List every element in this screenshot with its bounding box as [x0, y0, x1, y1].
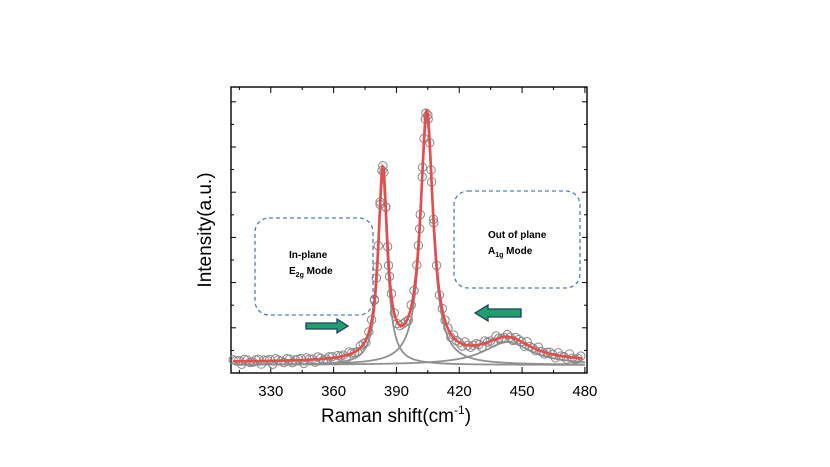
- x-tick-label: 390: [384, 383, 409, 400]
- component-curve: [235, 176, 585, 366]
- data-point: [576, 351, 586, 361]
- data-point: [287, 358, 298, 368]
- component-curve: [235, 118, 585, 366]
- x-axis-title: Raman shift(cm-1): [321, 403, 471, 427]
- left-arrow-icon: [473, 303, 522, 323]
- data-point: [502, 329, 513, 340]
- x-tick-label: 360: [321, 383, 346, 400]
- x-tick-label: 450: [510, 383, 535, 400]
- data-point: [516, 336, 527, 347]
- axis-ticks: [231, 87, 587, 374]
- x-tick-label: 330: [258, 383, 283, 400]
- in-plane-label: In-plane: [289, 250, 328, 261]
- out-of-plane-label: Out of plane: [488, 230, 547, 241]
- data-point: [454, 338, 464, 348]
- plot-frame: [230, 86, 588, 374]
- data-point: [400, 317, 411, 327]
- data-point: [355, 341, 366, 351]
- right-arrow-icon: [305, 317, 350, 335]
- data-point: [485, 336, 496, 346]
- data-point: [443, 323, 453, 333]
- in-plane-box: [254, 217, 374, 316]
- data-point: [347, 348, 357, 358]
- fit-sum-line: [233, 107, 583, 363]
- y-axis-title: Intensity(a.u.): [195, 172, 216, 287]
- x-tick-label: 480: [572, 383, 597, 400]
- out-of-plane-box: [453, 190, 581, 289]
- component-curves: [235, 118, 585, 366]
- a1g-mode-label: A1g Mode: [488, 246, 533, 259]
- x-tick-labels: 330 360 390 420 450 480: [258, 383, 597, 400]
- x-tick-label: 420: [447, 383, 472, 400]
- e2g-mode-label: E2g Mode: [289, 266, 333, 279]
